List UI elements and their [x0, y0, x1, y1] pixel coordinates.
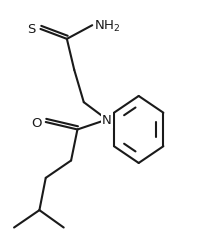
Text: N: N: [102, 114, 112, 126]
Text: NH$_2$: NH$_2$: [94, 18, 121, 34]
Text: S: S: [27, 23, 35, 36]
Text: O: O: [31, 116, 42, 129]
